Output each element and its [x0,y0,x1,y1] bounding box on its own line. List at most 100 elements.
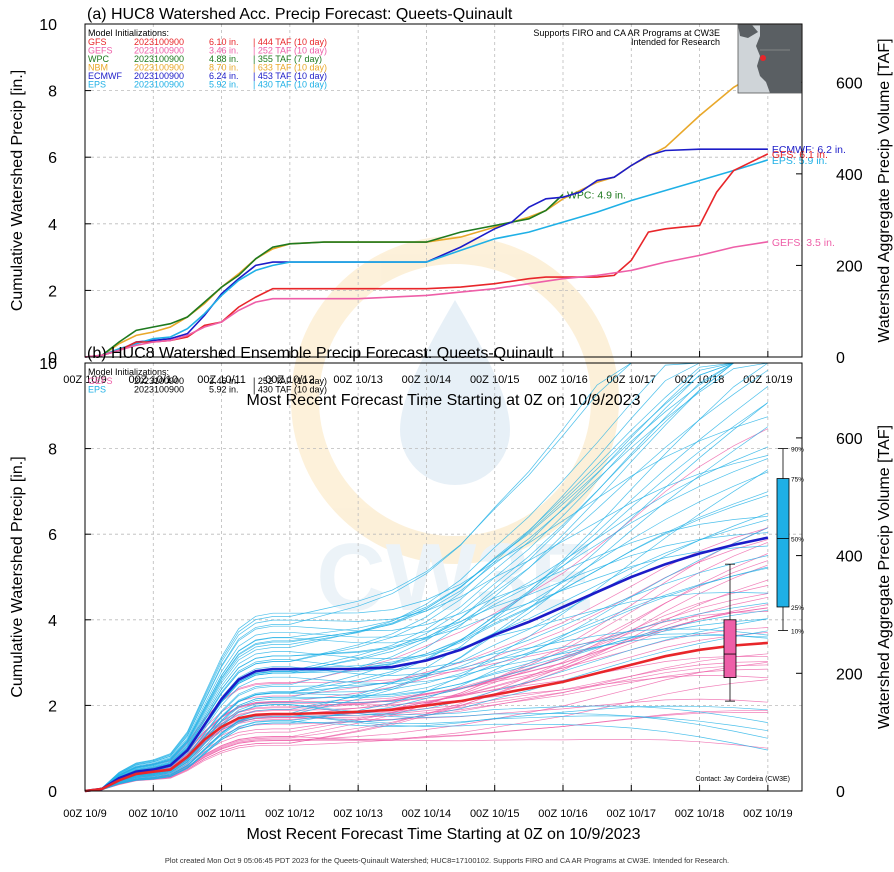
research-note: Supports FIRO and CA AR Programs at CW3E [533,28,720,38]
legend-model: NBM [88,63,108,73]
legend-init: 2023100900 [134,80,184,90]
eps-member-line [84,515,768,792]
map-watershed-marker [760,55,766,61]
box-percentile-label: 50% [791,536,804,543]
y2-axis-label: Watershed Aggregate Precip Volume [TAF] [876,425,893,729]
legend-init: 2023100900 [134,37,184,47]
y-axis-label: Cumulative Watershed Precip [in.] [9,70,26,311]
panel-title: (b) HUC8 Watershed Ensemble Precip Forec… [87,345,554,362]
x-tick-label: 00Z 10/13 [333,808,383,820]
watermark-text: CW3E [316,524,593,631]
panel-title: (a) HUC8 Watershed Acc. Precip Forecast:… [87,6,513,23]
legend-volume: | 633 TAF (10 day) [253,63,327,73]
y2-tick-label: 400 [836,167,863,184]
legend-model: WPC [88,54,109,64]
x-tick-label: 00Z 10/17 [607,808,657,820]
box-body [776,478,790,608]
eps-member-line [84,532,768,792]
x-tick-label: 00Z 10/9 [63,808,106,820]
x-tick-label: 00Z 10/13 [333,374,383,386]
y-tick-label: 2 [48,698,57,715]
y-tick-label: 0 [48,350,57,367]
end-label-gfs: GFS: 6.1 in. [772,149,828,161]
y2-tick-label: 200 [836,666,863,683]
legend-model: ECMWF [88,71,122,81]
legend-init: 2023100900 [134,385,184,395]
footer-note: Plot created Mon Oct 9 05:06:45 PDT 2023… [164,856,730,865]
y2-tick-label: 600 [836,75,863,92]
eps-member-line [84,416,769,792]
end-label-ecmwf: ECMWF: 6.2 in. [772,144,846,156]
eps-member-line [84,567,768,792]
eps-member-line [84,527,769,792]
y2-tick-label: 0 [836,350,845,367]
end-label-gefs: GEFS: 3.5 in. [772,237,835,249]
x-tick-label: 00Z 10/14 [402,374,452,386]
series-line-eps [84,159,769,358]
legend-amount: 5.92 in. [209,385,239,395]
eps-member-line [84,362,768,792]
x-tick-label: 00Z 10/10 [129,808,179,820]
y-tick-label: 8 [48,442,57,459]
plot-frame [84,362,803,792]
legend-header: Model Initializations: [88,28,169,38]
legend-volume: | 430 TAF (10 day) [253,385,327,395]
legend: Model Initializations:GEFS 2023100900 3.46… [88,367,327,395]
x-tick-label: 00Z 10/15 [470,374,520,386]
x-tick-label: 00Z 10/11 [197,808,246,820]
eps-member-line [84,362,768,792]
y2-tick-label: 600 [836,431,863,448]
eps-member-line [84,635,768,792]
y-tick-label: 10 [39,17,57,34]
x-axis-label: Most Recent Forecast Time Starting at 0Z… [247,392,641,409]
y-tick-label: 10 [39,356,57,373]
mean-line-eps [84,536,769,793]
legend-model: GEFS [88,376,113,386]
y-tick-label: 4 [48,613,57,630]
y2-tick-label: 200 [836,258,863,275]
x-tick-label: 00Z 10/14 [402,808,452,820]
series-line-wpc [84,193,564,358]
plot-frame [84,23,803,358]
legend-amount: 6.10 in. [209,37,239,47]
legend-amount: 3.46 in. [209,46,239,56]
x-tick-label: 00Z 10/18 [675,808,725,820]
legend-init: 2023100900 [134,376,184,386]
legend-volume: | 252 TAF (10 day) [253,46,327,56]
box-percentile-label: 10% [791,629,804,636]
y2-tick-label: 0 [836,784,845,801]
panel-b: 10% 25% 50% 75% 90% Contact: Jay Cordeira (CW… [9,345,893,843]
end-label-eps: EPS: 5.9 in. [772,155,827,167]
inset-map [737,24,802,94]
map-land [756,25,801,93]
eps-member-line [84,602,768,792]
legend-amount: 6.24 in. [209,71,239,81]
x-tick-label: 00Z 10/17 [607,374,657,386]
map-island [738,25,758,38]
x-tick-label: 00Z 10/12 [265,374,315,386]
gefs-member-line [84,679,768,792]
legend-amount: 5.92 in. [209,80,239,90]
eps-member-line [84,592,768,792]
legend-model: EPS [88,385,106,395]
x-tick-label: 00Z 10/19 [743,808,793,820]
box-plot-eps: 10% 25% 50% 75% 90% [776,447,804,636]
eps-member-line [84,362,768,792]
legend-init: 2023100900 [134,63,184,73]
legend-model: EPS [88,80,106,90]
y-tick-label: 2 [48,283,57,300]
eps-member-line [84,455,768,792]
legend-model: GFS [88,37,107,47]
x-tick-label: 00Z 10/11 [197,374,246,386]
y-tick-label: 6 [48,527,57,544]
legend: Model Initializations:GFS 2023100900 6.10 … [88,28,327,90]
legend-amount: 8.70 in. [209,63,239,73]
watermark: CW3E [291,236,619,631]
x-tick-label: 00Z 10/15 [470,808,520,820]
y-tick-label: 0 [48,784,57,801]
eps-member-line [84,704,768,792]
x-tick-label: 00Z 10/12 [265,808,315,820]
y2-axis-label: Watershed Aggregate Precip Volume [TAF] [876,38,893,342]
x-tick-label: 00Z 10/10 [129,374,179,386]
